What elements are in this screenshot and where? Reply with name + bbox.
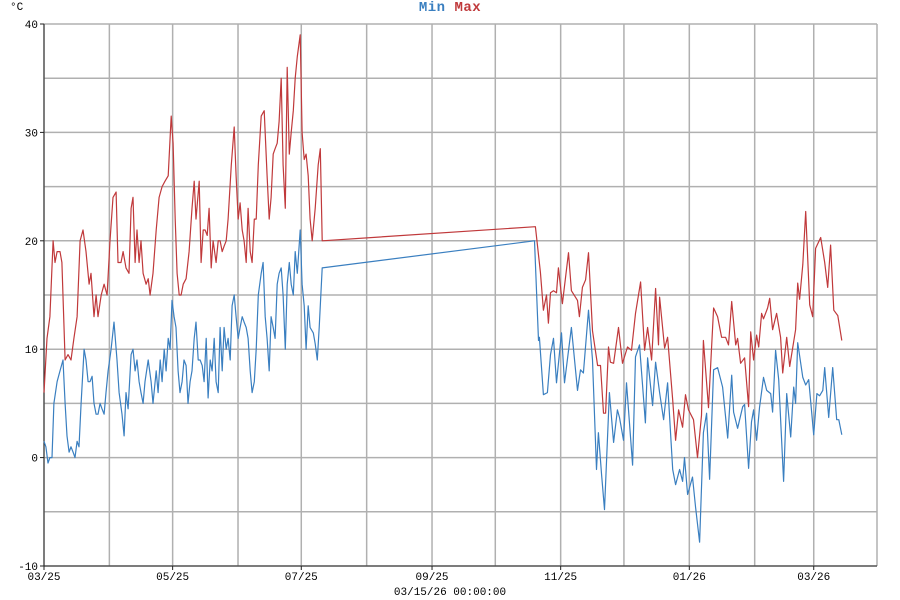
legend-max: Max [454, 0, 482, 16]
x-tick-label: 03/25 [27, 572, 60, 584]
x-tick-label: 09/25 [416, 572, 449, 584]
x-axis-label: 03/15/26 00:00:00 [393, 587, 507, 599]
y-tick-label: 30 [25, 128, 38, 140]
x-tick-label: 11/25 [544, 572, 577, 584]
series-line-max [43, 34, 843, 459]
y-axis-unit: °C [10, 2, 24, 14]
x-tick-label: 07/25 [285, 572, 318, 584]
x-tick-label: 03/26 [797, 572, 830, 584]
y-tick-label: 10 [25, 345, 38, 357]
y-tick-label: 0 [31, 454, 38, 466]
series-line-min [43, 229, 843, 543]
y-tick-label: 40 [25, 20, 38, 32]
y-tick-label: -10 [18, 562, 38, 574]
chart-title: Min Max [0, 0, 900, 16]
x-tick-label: 05/25 [156, 572, 189, 584]
x-tick-label: 01/26 [673, 572, 706, 584]
y-tick-label: 20 [25, 237, 38, 249]
legend-min: Min [418, 0, 446, 16]
